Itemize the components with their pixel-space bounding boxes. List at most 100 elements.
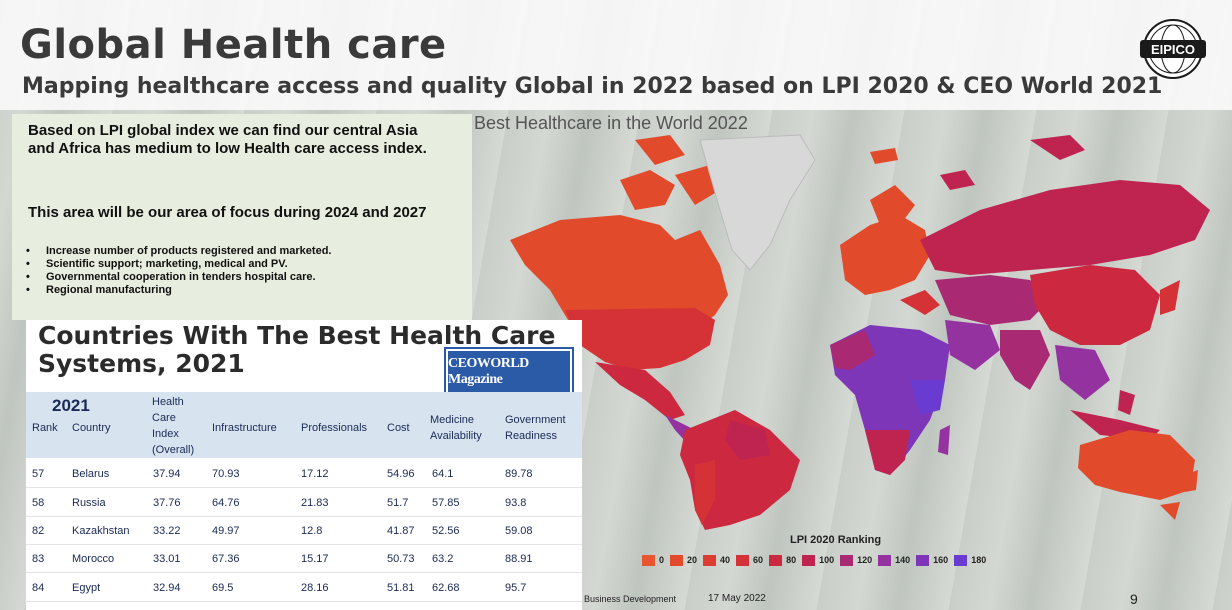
header-cost: Cost xyxy=(387,422,410,434)
ceoworld-badge: CEOWORLD Magazine xyxy=(444,347,574,397)
legend-item: 160 xyxy=(916,554,949,566)
cell-cost: 41.87 xyxy=(387,525,415,537)
cell-index: 37.94 xyxy=(153,468,181,480)
focus-text: This area will be our area of focus duri… xyxy=(28,204,427,221)
legend-label: 120 xyxy=(857,555,873,565)
legend-swatch xyxy=(954,554,968,566)
footer-department: Business Development xyxy=(584,594,677,604)
cell-medicine: 64.1 xyxy=(432,468,454,480)
header-medicine: Medicine Availability xyxy=(430,414,482,442)
cell-rank: 84 xyxy=(32,582,45,594)
cell-cost: 50.73 xyxy=(387,553,415,565)
legend-swatch xyxy=(642,554,655,566)
list-item: • Regional manufacturing xyxy=(26,284,172,296)
table-row xyxy=(26,573,582,602)
info-panel xyxy=(12,114,472,320)
eipico-logo: EIPICO xyxy=(1140,19,1206,79)
table-row xyxy=(26,459,582,488)
cell-professionals: 15.17 xyxy=(301,553,329,565)
cell-medicine: 63.2 xyxy=(432,553,454,565)
cell-index: 37.76 xyxy=(153,497,181,509)
page-subtitle: Mapping healthcare access and quality Gl… xyxy=(22,74,1163,99)
legend-label: 0 xyxy=(659,555,665,565)
cell-medicine: 52.56 xyxy=(432,525,460,537)
cell-country: Russia xyxy=(72,497,106,509)
legend-item: 40 xyxy=(703,554,731,566)
legend-label: 20 xyxy=(687,555,698,565)
header-band xyxy=(0,0,1232,110)
legend-swatch xyxy=(769,554,783,566)
header-government: Government Readiness xyxy=(505,414,566,442)
legend-swatch xyxy=(802,554,816,566)
page-title: Global Health care xyxy=(20,22,447,68)
cell-cost: 54.96 xyxy=(387,468,415,480)
legend-swatch xyxy=(703,554,717,566)
cell-government: 93.8 xyxy=(505,497,527,509)
footer-date: 17 May 2022 xyxy=(708,593,766,604)
cell-index: 33.22 xyxy=(153,525,181,537)
header-index: Health Care Index (Overall) xyxy=(152,396,195,456)
legend-item: 120 xyxy=(840,554,873,566)
cell-government: 88.91 xyxy=(505,553,533,565)
cell-country: Kazakhstan xyxy=(72,525,130,537)
cell-government: 89.78 xyxy=(505,468,533,480)
cell-country: Morocco xyxy=(72,553,115,565)
list-item: • Governmental cooperation in tenders hos… xyxy=(26,271,316,283)
table-year: 2021 xyxy=(52,396,90,415)
cell-infrastructure: 49.97 xyxy=(212,525,240,537)
legend-item: 80 xyxy=(769,554,797,566)
legend-swatch xyxy=(736,554,750,566)
cell-professionals: 28.16 xyxy=(301,582,329,594)
cell-professionals: 12.8 xyxy=(301,525,323,537)
legend-item: 60 xyxy=(736,554,764,566)
cell-infrastructure: 67.36 xyxy=(212,553,240,565)
europe-shape xyxy=(840,215,930,295)
intro-text: Based on LPI global index we can find ou… xyxy=(28,122,427,157)
cell-professionals: 17.12 xyxy=(301,468,329,480)
table-row xyxy=(26,544,582,573)
australia-shape xyxy=(1078,430,1195,500)
cell-infrastructure: 70.93 xyxy=(212,468,240,480)
cell-professionals: 21.83 xyxy=(301,497,329,509)
legend-swatch xyxy=(840,554,854,566)
cell-country: Egypt xyxy=(72,582,101,594)
cell-cost: 51.81 xyxy=(387,582,415,594)
list-item: • Scientific support; marketing, medical … xyxy=(26,258,288,270)
cell-index: 33.01 xyxy=(153,553,181,565)
cell-rank: 58 xyxy=(32,497,45,509)
legend-label: 40 xyxy=(720,555,731,565)
usa-shape xyxy=(565,308,715,370)
cell-government: 59.08 xyxy=(505,525,533,537)
table-header xyxy=(26,392,582,458)
legend-title: LPI 2020 Ranking xyxy=(790,534,882,546)
legend-label: 100 xyxy=(819,555,835,565)
cell-medicine: 57.85 xyxy=(432,497,460,509)
cell-country: Belarus xyxy=(72,468,110,480)
legend-label: 160 xyxy=(933,555,949,565)
table-row xyxy=(26,516,582,545)
list-item: • Increase number of products registered … xyxy=(26,245,332,257)
greenland-shape xyxy=(699,134,816,271)
world-map xyxy=(510,134,1210,530)
india-shape xyxy=(1000,330,1050,390)
cell-infrastructure: 64.76 xyxy=(212,497,240,509)
header-professionals: Professionals xyxy=(301,422,368,434)
legend-item: 180 xyxy=(954,554,986,566)
legend-label: 140 xyxy=(895,555,911,565)
cell-rank: 82 xyxy=(32,525,45,537)
cell-infrastructure: 69.5 xyxy=(212,582,234,594)
map-title: Best Healthcare in the World 2022 xyxy=(474,113,748,133)
legend-label: 60 xyxy=(753,555,764,565)
legend-item: 0 xyxy=(642,554,665,566)
cell-government: 95.7 xyxy=(505,582,527,594)
header-country: Country xyxy=(72,422,111,434)
legend-swatch xyxy=(916,554,930,566)
page-number: 9 xyxy=(1130,591,1138,607)
legend-label: 80 xyxy=(786,555,797,565)
map-legend: 0 20 40 60 80 100 120 140 160 180 xyxy=(642,553,992,567)
focus-bullets: • Increase number of products registered … xyxy=(26,245,331,297)
cell-rank: 57 xyxy=(32,468,45,480)
header-rank: Rank xyxy=(32,422,58,434)
cell-medicine: 62.68 xyxy=(432,582,460,594)
cell-index: 32.94 xyxy=(153,582,181,594)
